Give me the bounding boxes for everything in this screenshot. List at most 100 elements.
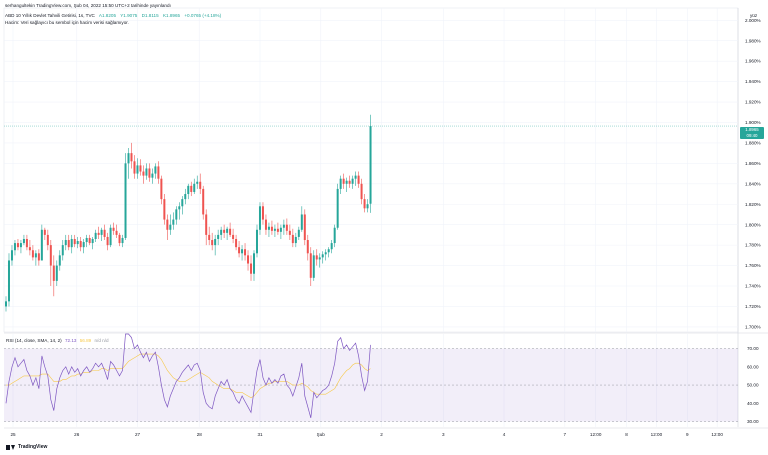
candle-body (13, 243, 16, 251)
candle-body (312, 255, 315, 278)
candle-body (238, 247, 241, 254)
candle-body (330, 243, 333, 250)
candle-body (214, 238, 217, 246)
candle-body (127, 153, 130, 164)
candle-body (232, 234, 235, 239)
price-tick-label: 1.860% (745, 161, 761, 166)
candle-body (94, 232, 97, 239)
candle-body (166, 219, 169, 230)
price-tick-label: 1.700% (745, 324, 761, 329)
candle-body (267, 226, 270, 230)
price-tick-label: 1.880% (745, 141, 761, 146)
candle-body (49, 245, 52, 266)
candle-body (100, 229, 103, 235)
candle-body (67, 240, 70, 248)
candle-body (369, 126, 372, 204)
candle-body (273, 228, 276, 231)
candle-body (306, 240, 309, 254)
candle-body (73, 238, 76, 245)
open-value: A1.8205 (98, 13, 117, 18)
candle-body (247, 255, 250, 264)
candle-body (43, 229, 46, 235)
candle-body (366, 204, 369, 209)
candle-body (109, 227, 112, 246)
candle-body (357, 175, 360, 184)
candle-body (360, 183, 363, 200)
candle-body (276, 228, 279, 232)
time-tick-label: 12:00 (711, 432, 723, 437)
price-tick-label: 1.900% (745, 120, 761, 125)
candle-body (205, 214, 208, 235)
candle-body (229, 228, 232, 235)
last-price-tag: 1.8965 09:40 (740, 127, 764, 139)
candle-body (160, 178, 163, 200)
candle-body (217, 234, 220, 239)
candle-body (211, 240, 214, 246)
price-tick-label: 1.800% (745, 222, 761, 227)
candle-body (22, 238, 25, 244)
candle-body (88, 237, 91, 244)
candle-body (154, 166, 157, 174)
candle-body (339, 178, 342, 189)
rsi-ma-value: 56.89 (79, 338, 92, 343)
candle-body (139, 165, 142, 172)
candle-body (112, 227, 115, 231)
candle-body (342, 178, 345, 184)
price-tick-label: 1.980% (745, 38, 761, 43)
rsi-ma-line (6, 353, 371, 399)
candle-body (130, 153, 133, 162)
price-tick-label: 1.760% (745, 263, 761, 268)
rsi-band-fill (4, 348, 738, 422)
candle-body (52, 265, 55, 281)
candle-body (46, 234, 49, 246)
price-tick-label: 1.840% (745, 181, 761, 186)
symbol-legend[interactable]: ABD 10 Yıllık Devlet Tahvili Getirisi, 1… (5, 13, 224, 18)
candle-body (10, 250, 13, 261)
candle-body (181, 199, 184, 207)
candle-body (333, 227, 336, 244)
candle-body (172, 219, 175, 225)
candle-body (363, 199, 366, 209)
rsi-line (5, 333, 371, 418)
candle-body (258, 206, 261, 230)
candle-body (118, 234, 121, 244)
candle-body (37, 253, 40, 261)
candle-body (255, 229, 258, 254)
rsi-tick-label: 60.00 (747, 364, 759, 369)
price-tick-label: 1.920% (745, 100, 761, 105)
candle-body (19, 243, 22, 248)
candle-body (163, 199, 166, 220)
candle-body (58, 255, 61, 266)
rsi-tick-label: 50.00 (747, 383, 759, 388)
price-tick-label: 2.000% (745, 18, 761, 23)
tradingview-footer[interactable]: TradingView (6, 444, 47, 450)
candle-body (121, 237, 124, 244)
candle-body (133, 161, 136, 174)
candle-body (226, 228, 229, 233)
candle-body (279, 227, 282, 232)
candle-body (34, 253, 37, 258)
candle-body (270, 226, 273, 231)
time-tick-label: 7 (564, 432, 567, 437)
time-tick-label: 27 (135, 432, 141, 437)
candle-body (261, 206, 264, 220)
candle-body (178, 206, 181, 210)
candle-body (70, 238, 73, 248)
rsi-legend[interactable]: RSI (14, close, SMA, 14, 2) 72.13 56.89 … (6, 338, 109, 343)
candle-body (190, 185, 193, 192)
candle-body (5, 301, 7, 307)
candle-body (79, 241, 82, 248)
candle-body (145, 168, 148, 176)
candle-body (321, 254, 324, 258)
candle-body (97, 232, 100, 235)
candle-body (187, 185, 190, 195)
candle-body (184, 194, 187, 200)
time-tick-label: 9 (686, 432, 689, 437)
rsi-tick-label: 70.00 (747, 346, 759, 351)
candle-body (309, 253, 312, 278)
candle-body (244, 249, 247, 256)
candle-body (64, 240, 67, 246)
candle-body (318, 257, 321, 260)
candle-body (345, 180, 348, 184)
